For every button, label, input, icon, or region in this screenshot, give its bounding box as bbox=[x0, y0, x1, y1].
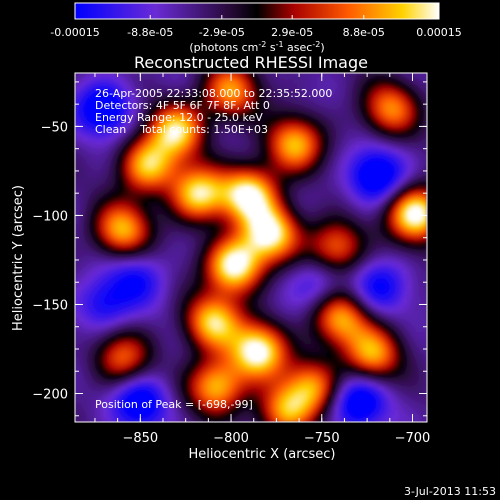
y-tick-label: −100 bbox=[32, 209, 68, 224]
annotation-time-range: 26-Apr-2005 22:33:08.000 to 22:35:52.000 bbox=[95, 87, 332, 100]
annotation-energy: Energy Range: 12.0 - 25.0 keV bbox=[95, 111, 263, 124]
colorbar-tick-label: -0.00015 bbox=[50, 26, 99, 39]
colorbar-units: (photons cm-2 s-1 asec-2) bbox=[189, 40, 324, 54]
colorbar bbox=[74, 2, 440, 20]
y-tick-label: −200 bbox=[32, 388, 68, 403]
colorbar-tick-label: -8.8e-05 bbox=[127, 26, 173, 39]
y-tick-label: −50 bbox=[41, 120, 68, 135]
x-tick-label: −700 bbox=[395, 431, 431, 446]
peak-position-label: Position of Peak = [-698,-99] bbox=[95, 398, 253, 411]
footer-timestamp: 3-Jul-2013 11:53 bbox=[404, 485, 496, 498]
x-tick-label: −800 bbox=[213, 431, 249, 446]
annotation-block: 26-Apr-2005 22:33:08.000 to 22:35:52.000… bbox=[95, 87, 332, 136]
colorbar-tick-label: 0.00015 bbox=[416, 26, 462, 39]
axis-ticks: −850 −800 −750 −700 −50 −100 −150 −200 bbox=[32, 73, 430, 446]
colorbar-tick-label: 8.8e-05 bbox=[343, 26, 385, 39]
annotation-counts: Clean Total counts: 1.50E+03 bbox=[95, 123, 268, 136]
y-axis-label: Heliocentric Y (arcsec) bbox=[11, 185, 26, 331]
plot-frame bbox=[74, 72, 428, 423]
x-tick-label: −850 bbox=[122, 431, 158, 446]
colorbar-ticks: -0.00015 -8.8e-05 -2.9e-05 2.9e-05 8.8e-05 0.… bbox=[50, 15, 462, 39]
chart-title: Reconstructed RHESSI Image bbox=[134, 53, 368, 72]
y-tick-label: −150 bbox=[32, 298, 68, 313]
x-tick-label: −750 bbox=[304, 431, 340, 446]
colorbar-tick-label: -2.9e-05 bbox=[199, 26, 245, 39]
colorbar-tick-label: 2.9e-05 bbox=[271, 26, 313, 39]
heatmap-image bbox=[75, 73, 427, 422]
annotation-detectors: Detectors: 4F 5F 6F 7F 8F, Att 0 bbox=[95, 99, 270, 112]
x-axis-label: Heliocentric X (arcsec) bbox=[189, 447, 336, 462]
